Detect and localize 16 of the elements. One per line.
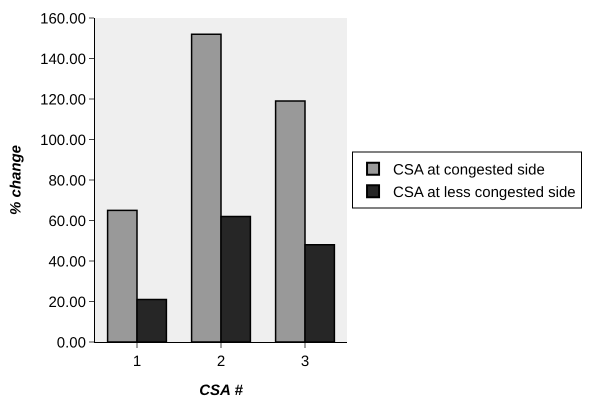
y-tick-label: 60.00 [48,212,86,230]
y-tick-label: 20.00 [48,294,86,311]
y-tick-label: 100.00 [40,132,86,149]
y-tick-label: 0.00 [56,334,86,352]
y-tick-label: 160.00 [40,10,86,28]
x-axis-title: CSA # [199,382,244,399]
y-tick-label: 80.00 [48,172,86,190]
legend-label: CSA at less congested side [393,184,576,202]
y-tick-label: 40.00 [48,253,86,270]
y-tick-label: 120.00 [40,91,86,108]
x-tick-label: 1 [132,353,142,370]
y-axis-title: % change [7,144,24,216]
y-tick-label: 140.00 [40,50,86,68]
x-tick-label: 2 [216,353,226,370]
x-tick-label: 3 [300,353,310,370]
legend-label: CSA at congested side [393,162,545,179]
